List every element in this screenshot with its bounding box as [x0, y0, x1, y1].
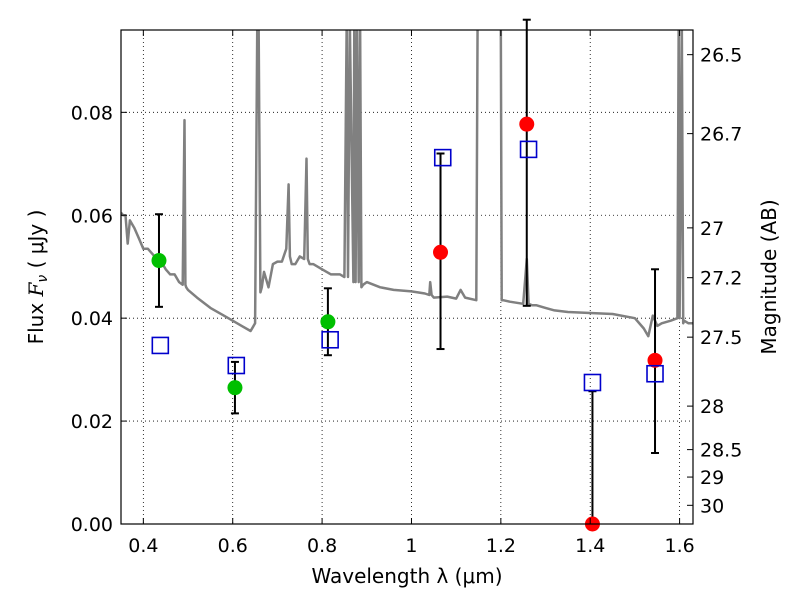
plot-background: [121, 30, 693, 524]
y-axis-label-sub: ν: [35, 275, 51, 283]
y-tick-label: 0.06: [71, 205, 113, 227]
y-tick-label: 0.04: [71, 308, 113, 330]
y-axis-label-symbol: F: [24, 281, 48, 297]
model-magnitude-square: [227, 356, 246, 375]
model-magnitude-square: [583, 373, 602, 392]
model-spectrum-line: [121, 30, 693, 338]
mag-tick-label: 26.7: [700, 124, 742, 146]
mag-tick-label: 27: [700, 218, 724, 240]
mag-tick-label: 30: [700, 495, 724, 517]
mag-tick-label: 28.5: [700, 440, 742, 462]
x-tick-label: 1: [405, 535, 417, 557]
mag-tick-label: 29: [700, 467, 724, 489]
y-tick-label: 0.08: [71, 102, 113, 124]
green-point: [151, 253, 167, 269]
x-tick-label: 0.8: [307, 535, 337, 557]
mag-tick-label: 27.5: [700, 327, 742, 349]
y-axis-label-prefix: Flux: [24, 296, 48, 344]
y2-axis-label: Magnitude (AB): [757, 199, 781, 354]
model-magnitude-square: [151, 336, 170, 355]
x-tick-label: 1.6: [664, 535, 694, 557]
red-point: [647, 352, 663, 368]
y-tick-label: 0.02: [71, 411, 113, 433]
data-layer: [121, 30, 693, 338]
y-axis-label-suffix: ( μJy ): [24, 210, 48, 275]
model-magnitude-square: [519, 140, 538, 159]
model-magnitude-square: [433, 148, 452, 167]
model-magnitude-square: [646, 364, 664, 383]
marker-layer: [151, 18, 664, 532]
mag-tick-label: 27.2: [700, 268, 742, 290]
ticks: 0.4 0.6 0.8 1 1.2 1.4 1.6 0.00 0.02 0.04 0.06 0.08 2…: [71, 30, 742, 557]
y-axis-label: Flux Fν ( μJy ): [24, 210, 51, 345]
green-point: [227, 380, 243, 396]
red-point: [519, 116, 535, 132]
green-point: [320, 314, 336, 330]
x-axis-label: Wavelength λ (μm): [311, 564, 502, 588]
plot-frame: [120, 29, 694, 525]
x-tick-label: 1.4: [575, 535, 605, 557]
x-tick-label: 1.2: [486, 535, 516, 557]
y-tick-label: 0.00: [71, 514, 113, 536]
mag-tick-label: 28: [700, 396, 724, 418]
x-tick-label: 0.4: [128, 535, 158, 557]
x-tick-label: 0.6: [218, 535, 248, 557]
model-magnitude-square: [321, 330, 339, 349]
mag-tick-label: 26.5: [700, 45, 742, 67]
red-point: [433, 244, 449, 260]
